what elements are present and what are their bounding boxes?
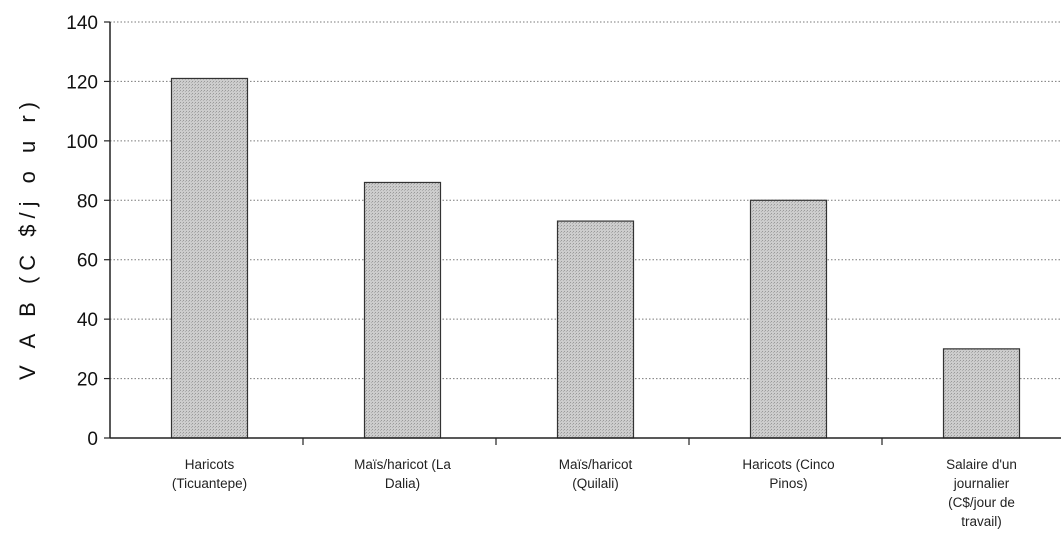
x-category-label-line: Pinos) (769, 476, 808, 491)
x-category-label-line: (Ticuantepe) (171, 476, 248, 491)
y-tick-labels: 0 20 40 60 80 100 120 140 (66, 13, 98, 450)
x-category-label-line: Salaire d'un (946, 457, 1017, 472)
bar (749, 199, 828, 439)
x-category-label-line: travail) (961, 514, 1002, 529)
x-category-label-line: (Quilali) (572, 476, 619, 491)
y-tick-label: 40 (77, 310, 98, 331)
y-tick-label: 80 (77, 191, 98, 212)
y-tick-label: 120 (66, 72, 98, 93)
gridlines (110, 21, 1061, 380)
x-category-label-line: Haricots (184, 457, 235, 472)
x-category-label-line: Maïs/haricot (558, 457, 633, 472)
y-tick-label: 0 (87, 429, 98, 450)
x-category-label-line: Maïs/haricot (La (354, 457, 451, 472)
x-category-label-line: Dalia) (384, 476, 421, 491)
x-category-label: Haricots (Cinco Pinos) (714, 455, 864, 493)
x-category-label-line: Haricots (Cinco (742, 457, 835, 472)
x-category-label: Maïs/haricot (Quilali) (521, 455, 671, 493)
y-tick-label: 140 (66, 13, 98, 34)
x-category-label: Salaire d'un journalier (C$/jour de travail… (907, 455, 1057, 531)
y-axis-label: V A B (C $/j o u r) (15, 96, 41, 380)
y-tick-label: 20 (77, 370, 98, 391)
y-tick-label: 60 (77, 251, 98, 272)
bar (170, 77, 249, 439)
x-category-label: Haricots (Ticuantepe) (135, 455, 285, 493)
x-category-label-line: (C$/jour de (948, 495, 1015, 510)
x-category-label-line: journalier (953, 476, 1010, 491)
y-tick-label: 100 (66, 132, 98, 153)
y-axis-label-box: V A B (C $/j o u r) (6, 88, 50, 388)
x-category-label: Maïs/haricot (La Dalia) (328, 455, 478, 493)
axes (104, 21, 1061, 445)
bar (363, 181, 442, 439)
bar (556, 220, 635, 439)
bars (170, 77, 1021, 439)
bar (942, 348, 1021, 439)
